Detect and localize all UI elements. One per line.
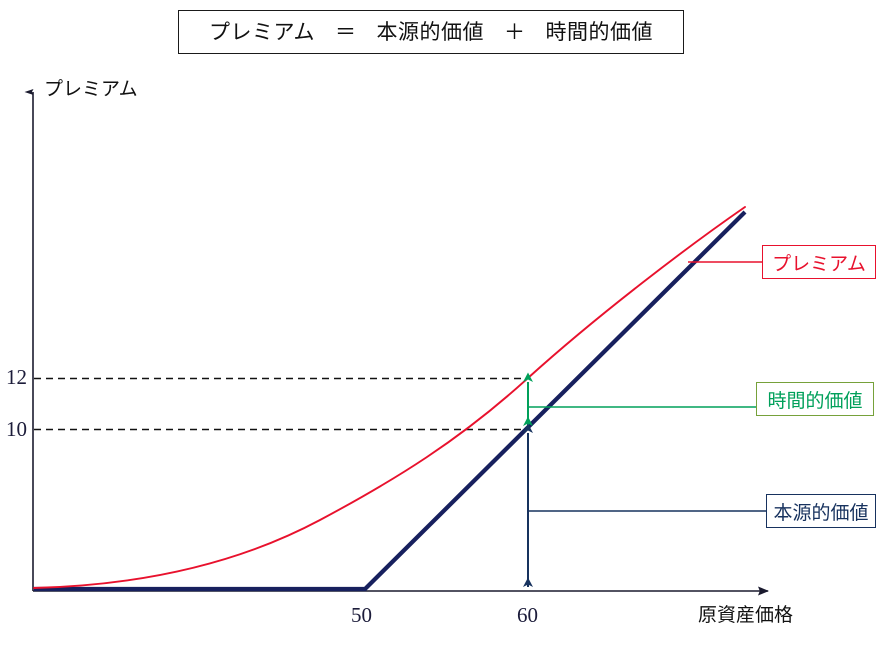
legend-box-intrinsic-value: 本源的価値 [766, 494, 876, 528]
x-axis-title: 原資産価格 [698, 605, 794, 626]
x-tick-label-50: 50 [351, 603, 372, 627]
formula-equals-sign: ＝ [335, 20, 357, 44]
formula-term-premium: プレミアム [208, 19, 316, 44]
formula-plus-sign: ＋ [504, 20, 526, 44]
payoff-line-intrinsic-value [34, 210, 747, 592]
legend-box-premium: プレミアム [762, 245, 876, 279]
formula-title-box: プレミアム ＝ 本源的価値 ＋ 時間的価値 [178, 10, 684, 54]
y-tick-label-10: 10 [6, 417, 27, 441]
x-tick-label-60: 60 [517, 603, 538, 627]
formula-term-time-value: 時間的価値 [545, 19, 654, 44]
y-tick-label-12: 12 [6, 365, 27, 389]
y-axis-title: プレミアム [44, 79, 138, 100]
formula-term-intrinsic-value: 本源的価値 [376, 19, 485, 44]
premium-curve [33, 206, 746, 589]
legend-box-time-value: 時間的価値 [756, 382, 874, 416]
